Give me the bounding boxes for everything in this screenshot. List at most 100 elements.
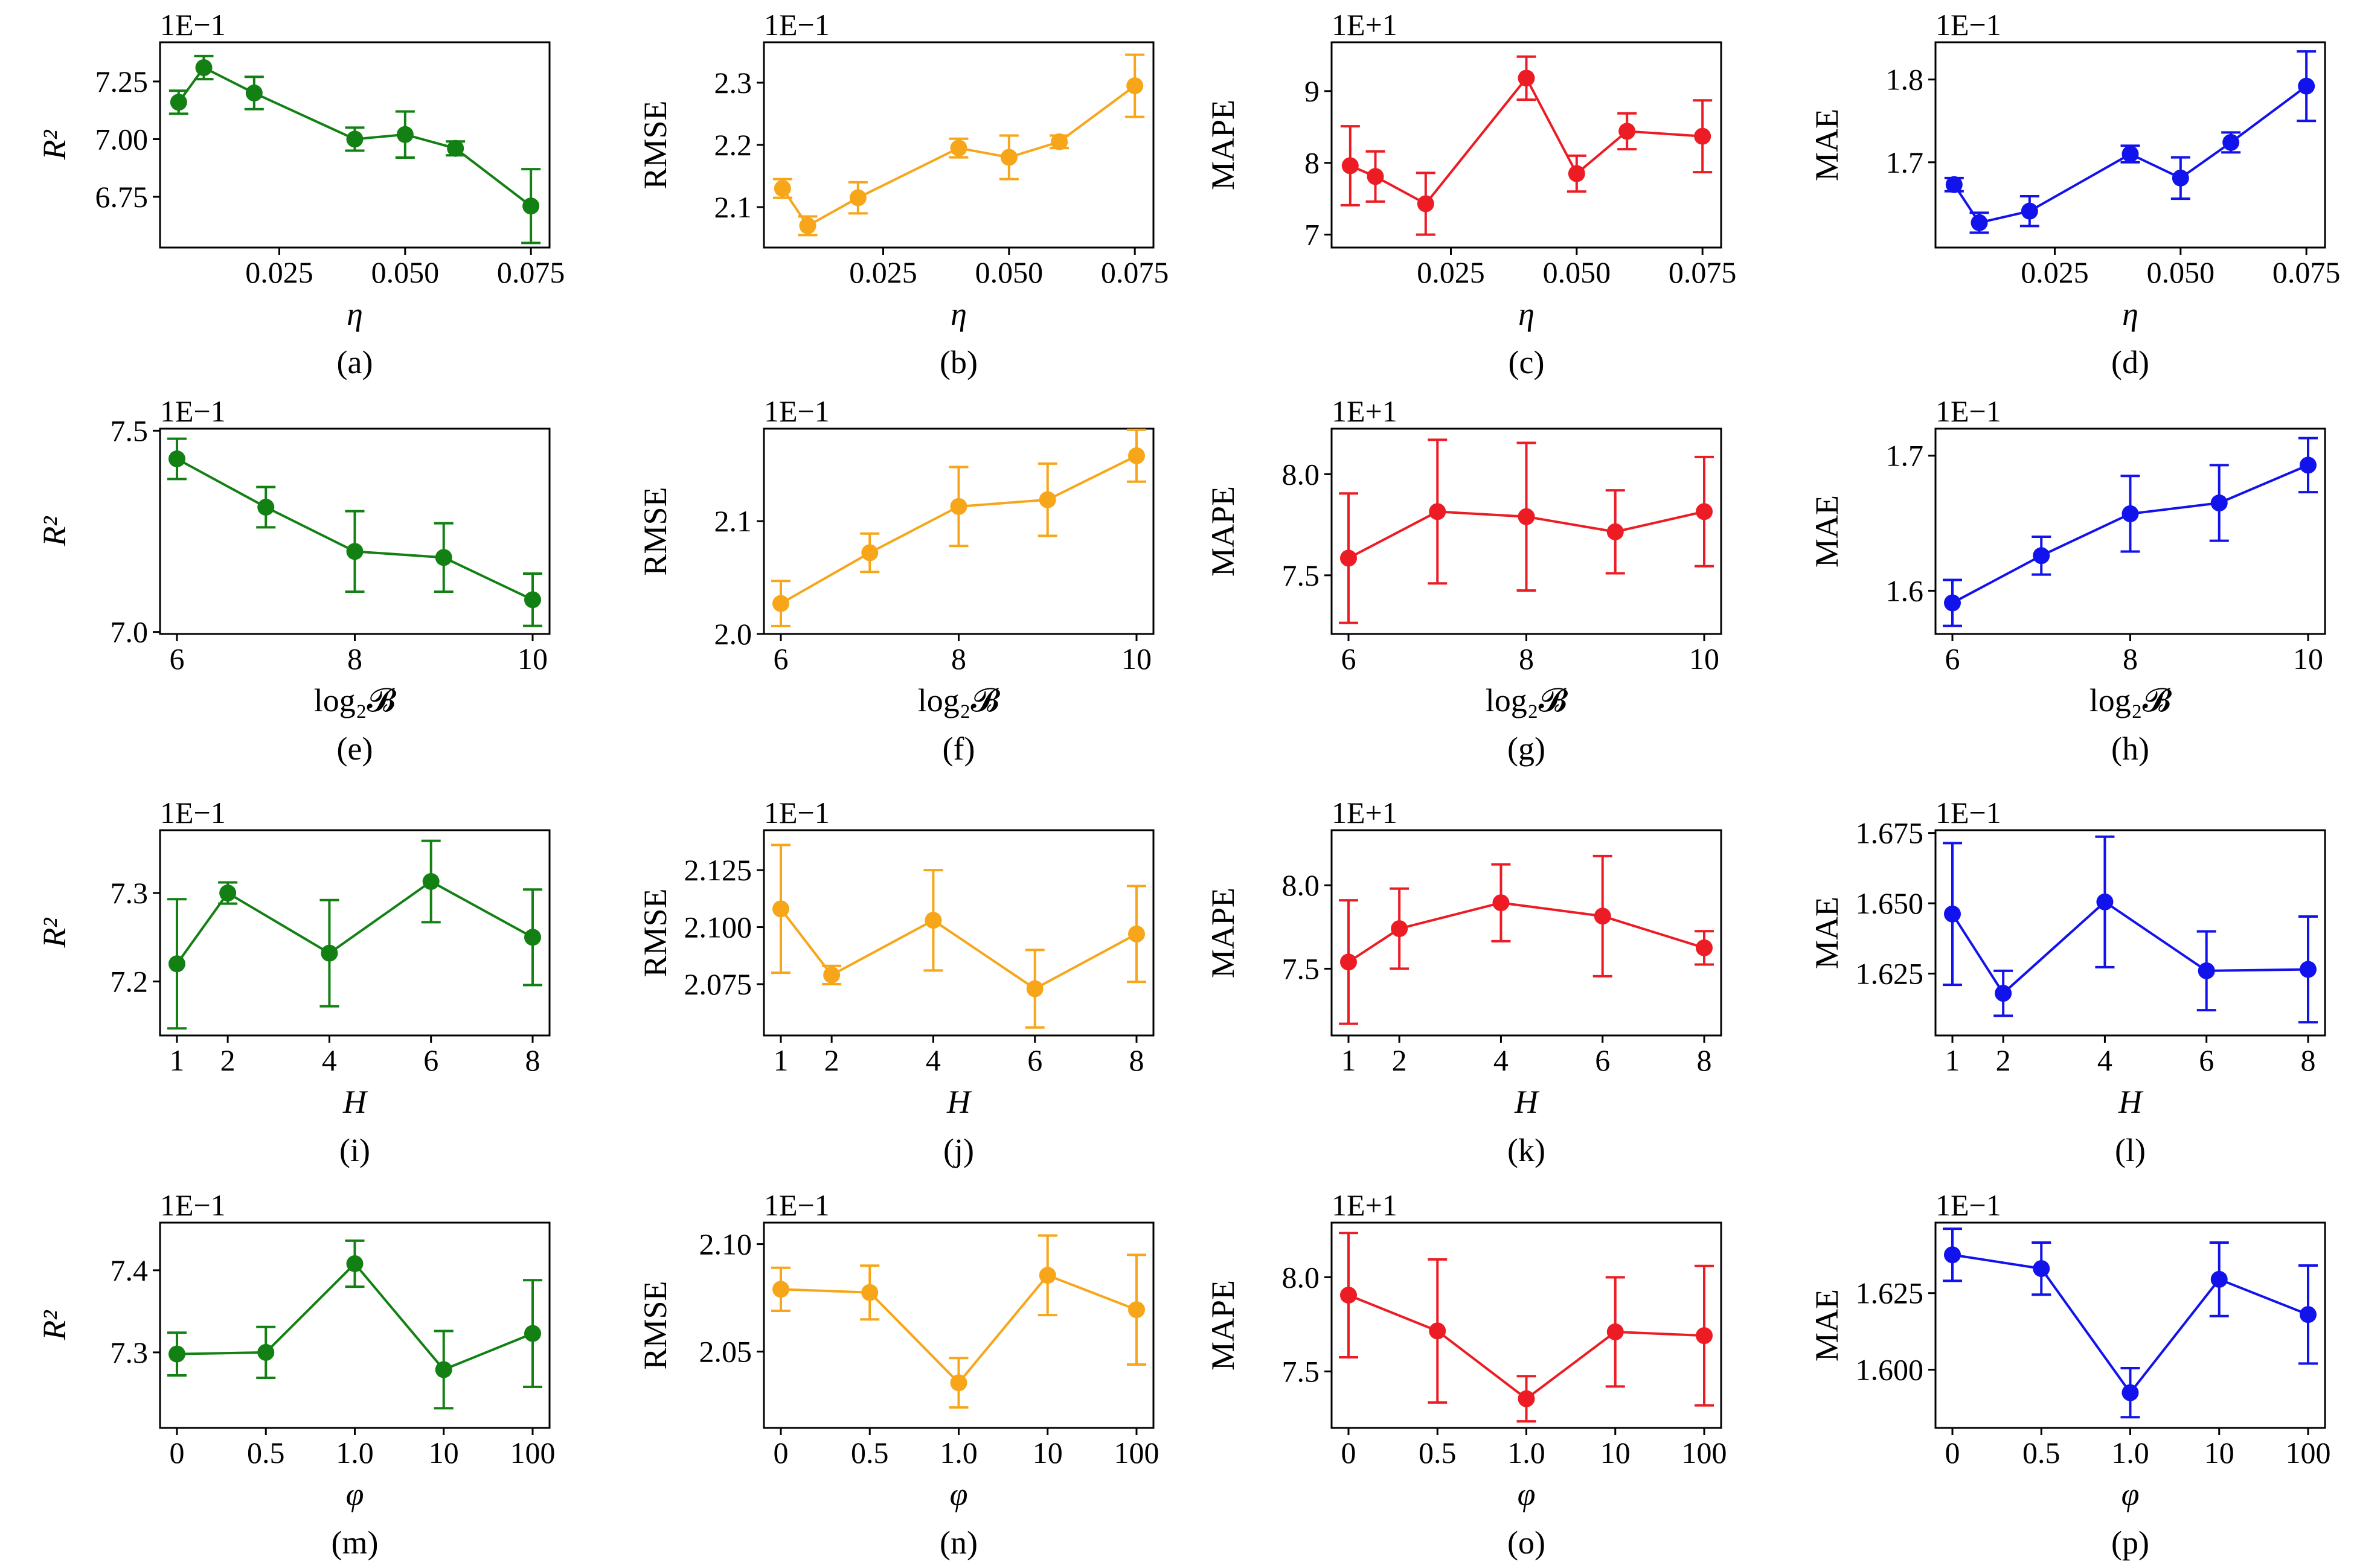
data-point [1995,985,2012,1002]
x-tick-label: 2 [824,1043,839,1077]
plot-frame [159,829,551,1037]
data-point [2300,961,2317,978]
scale-label: 1E−1 [764,1188,830,1222]
subplot-caption: (l) [2115,1132,2146,1168]
subplot-caption: (d) [2111,344,2149,380]
data-point [1417,195,1434,213]
data-point [1944,905,1961,923]
x-tick-label: 1 [170,1043,185,1077]
scale-label: 1E−1 [764,8,830,42]
y-axis-label: R² [36,918,72,949]
y-tick-label: 7.2 [111,965,149,999]
data-point [2210,1270,2228,1288]
data-point [2121,1384,2139,1401]
data-point [2198,962,2215,979]
x-tick-label: 0.075 [1669,255,1737,289]
y-tick-label: 7.5 [111,414,149,447]
data-point [1039,1267,1056,1284]
y-tick-label: 1.8 [1886,63,1924,97]
subplot-b: 0.025 0.050 0.075 2.1 2.2 2.3 1E−1 RMSE η (b) [637,8,1169,380]
data-point [2172,169,2189,187]
x-tick-label: 10 [518,642,548,676]
scale-label: 1E−1 [160,8,226,42]
data-point [772,900,789,918]
y-tick-label: 1.650 [1856,886,1924,920]
y-tick-label: 7.3 [111,1336,149,1369]
x-tick-label: 8 [951,642,966,676]
y-tick-label: 7.3 [111,876,149,910]
data-point [346,1255,364,1272]
x-axis-label: φ [950,1476,968,1512]
data-point [1341,157,1359,174]
data-point [1391,920,1408,938]
scale-label: 1E−1 [1935,1188,2001,1222]
x-axis-label: η [1518,296,1535,332]
data-point [2033,1260,2050,1278]
data-point [861,1284,879,1301]
x-tick-label: 100 [2286,1436,2331,1470]
x-tick-label: 0 [1945,1436,1960,1470]
x-tick-label: 0.025 [1417,255,1485,289]
data-point [170,94,187,111]
data-point [823,966,841,984]
x-tick-label: 100 [1114,1436,1159,1470]
data-point [1606,1323,1624,1340]
data-point [849,189,867,206]
data-point [524,1325,541,1342]
plot-frame [159,41,551,249]
y-tick-label: 8.0 [1282,457,1320,491]
scale-label: 1E+1 [1332,8,1397,42]
subplot-caption: (h) [2111,731,2149,767]
y-tick-label: 2.05 [699,1335,752,1369]
data-point [861,544,879,562]
scale-label: 1E−1 [1935,394,2001,428]
y-tick-label: 1.6 [1886,574,1924,607]
scale-label: 1E−1 [1935,8,2001,42]
x-tick-label: 1 [1945,1043,1960,1077]
x-axis-label: log₂𝓑 [2089,682,2172,718]
data-point [1945,176,1963,193]
data-point [1694,127,1711,145]
x-tick-label: 10 [1033,1436,1063,1470]
x-tick-label: 10 [429,1436,459,1470]
x-tick-label: 10 [1600,1436,1631,1470]
y-axis-label: MAPE [1205,100,1241,190]
y-tick-label: 6.75 [95,180,149,214]
x-axis-label: φ [1518,1476,1536,1512]
data-point [396,126,414,143]
x-tick-label: 0.075 [497,255,565,289]
x-tick-label: 10 [2293,642,2323,676]
data-point [1594,907,1611,925]
subplot-k: 1 2 4 6 8 7.5 8.0 1E+1 MAPE H (k) [1205,796,1722,1168]
subplot-caption: (k) [1507,1132,1545,1168]
x-tick-label: 0.5 [851,1436,889,1470]
y-tick-label: 7.25 [95,65,149,98]
y-tick-label: 8.0 [1282,868,1320,902]
y-axis-label: MAPE [1205,486,1241,577]
y-axis-label: MAE [1809,495,1845,568]
y-tick-label: 7.5 [1282,952,1320,985]
x-tick-label: 100 [510,1436,556,1470]
data-point [1126,77,1144,95]
x-tick-label: 1.0 [1507,1436,1545,1470]
data-point [1696,503,1713,520]
y-tick-label: 2.3 [714,66,752,100]
subplot-caption: (j) [943,1132,974,1168]
subplot-m: 0 0.5 1.0 10 100 7.3 7.4 1E−1 R² φ (m) [36,1188,556,1561]
x-tick-label: 6 [774,642,789,676]
x-tick-label: 1 [774,1043,789,1077]
data-point [2300,1306,2317,1323]
x-tick-label: 6 [1595,1043,1610,1077]
x-tick-label: 8 [2301,1043,2316,1077]
y-axis-label: MAE [1809,109,1845,181]
scale-label: 1E+1 [1332,796,1397,830]
subplot-caption: (n) [940,1525,978,1561]
y-tick-label: 2.1 [714,190,752,224]
scale-label: 1E−1 [160,394,226,428]
y-tick-label: 7.0 [111,615,149,649]
data-point [257,1343,275,1361]
x-tick-label: 0 [774,1436,789,1470]
y-tick-label: 7 [1304,218,1320,252]
y-axis-label: RMSE [637,487,673,575]
y-tick-label: 2.100 [684,910,752,944]
